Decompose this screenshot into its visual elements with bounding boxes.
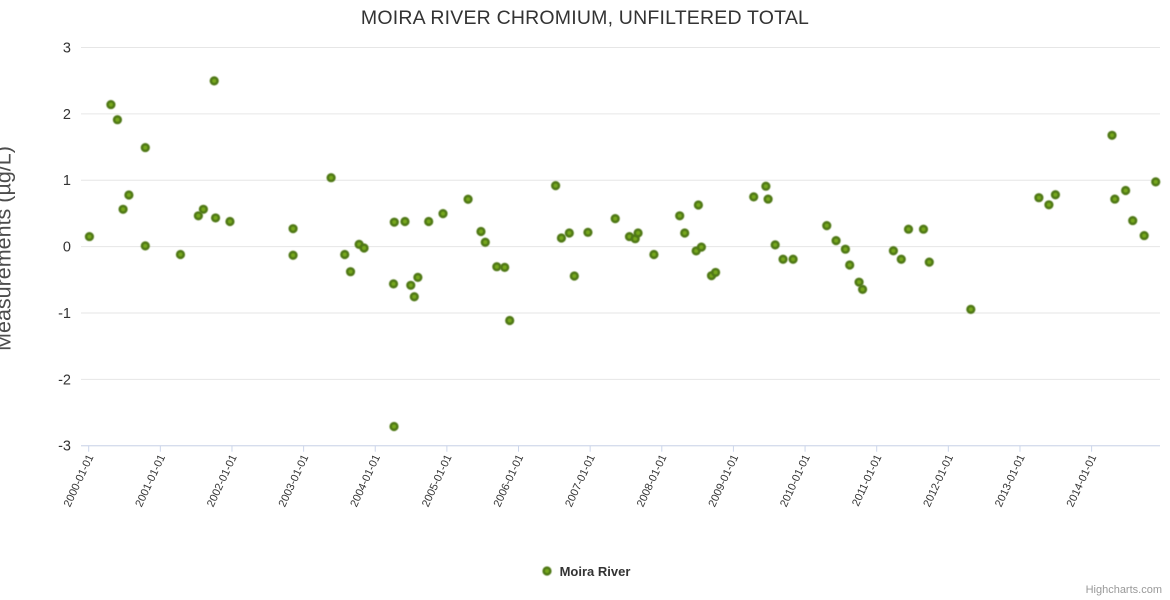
svg-text:2012-01-01: 2012-01-01 [921,453,956,509]
svg-text:1: 1 [63,173,71,189]
svg-text:2010-01-01: 2010-01-01 [778,453,813,509]
svg-text:2007-01-01: 2007-01-01 [563,453,598,509]
svg-text:2002-01-01: 2002-01-01 [205,453,240,509]
svg-text:2000-01-01: 2000-01-01 [62,453,97,509]
svg-text:2008-01-01: 2008-01-01 [635,453,670,509]
svg-text:-2: -2 [58,372,71,388]
svg-text:2011-01-01: 2011-01-01 [850,453,884,508]
svg-text:2014-01-01: 2014-01-01 [1065,453,1100,509]
svg-text:2: 2 [63,107,71,123]
svg-text:-3: -3 [58,439,71,455]
svg-text:0: 0 [63,240,71,256]
svg-text:2009-01-01: 2009-01-01 [706,453,741,509]
svg-text:2003-01-01: 2003-01-01 [277,453,312,509]
svg-text:3: 3 [63,40,71,56]
svg-text:-1: -1 [58,306,71,322]
svg-text:2005-01-01: 2005-01-01 [420,453,455,509]
svg-text:2001-01-01: 2001-01-01 [133,453,168,509]
svg-text:2006-01-01: 2006-01-01 [492,453,527,509]
svg-text:2013-01-01: 2013-01-01 [993,453,1028,509]
svg-text:2004-01-01: 2004-01-01 [348,453,383,509]
